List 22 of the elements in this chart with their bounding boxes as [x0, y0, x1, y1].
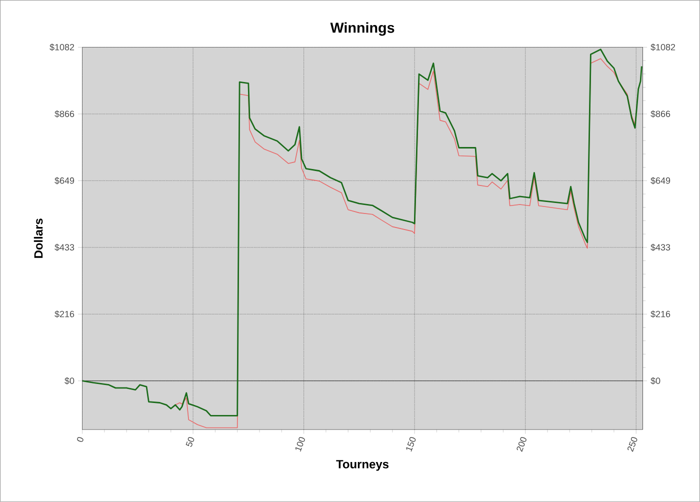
y2-tick-label: $866 [650, 110, 670, 118]
y-tick-label: $1082 [50, 44, 74, 51]
y-axis-title: Dollars [34, 218, 43, 258]
y-tick-label: $433 [54, 244, 74, 252]
x-tick-label: 0 [77, 437, 84, 442]
x-axis-title: Tourneys [336, 460, 389, 471]
x-tick-label: 100 [295, 437, 305, 452]
x-tick-label: 50 [186, 437, 194, 447]
chart-title: Winnings [330, 22, 394, 36]
line-series [82, 48, 642, 416]
y2-tick-label: $216 [650, 310, 670, 318]
y2-tick-label: $0 [650, 377, 660, 385]
x-tick-label: 250 [627, 437, 638, 452]
x-tick-label: 150 [406, 437, 416, 452]
y2-tick-label: $649 [650, 177, 670, 184]
y2-tick-label: $1082 [650, 44, 676, 51]
y-tick-label: $649 [54, 177, 74, 184]
y-tick-label: $866 [54, 110, 74, 118]
y2-tick-label: $433 [650, 244, 670, 252]
y-tick-label: $216 [54, 310, 74, 318]
y-tick-label: $0 [64, 377, 74, 385]
x-tick-label: 200 [516, 437, 526, 452]
